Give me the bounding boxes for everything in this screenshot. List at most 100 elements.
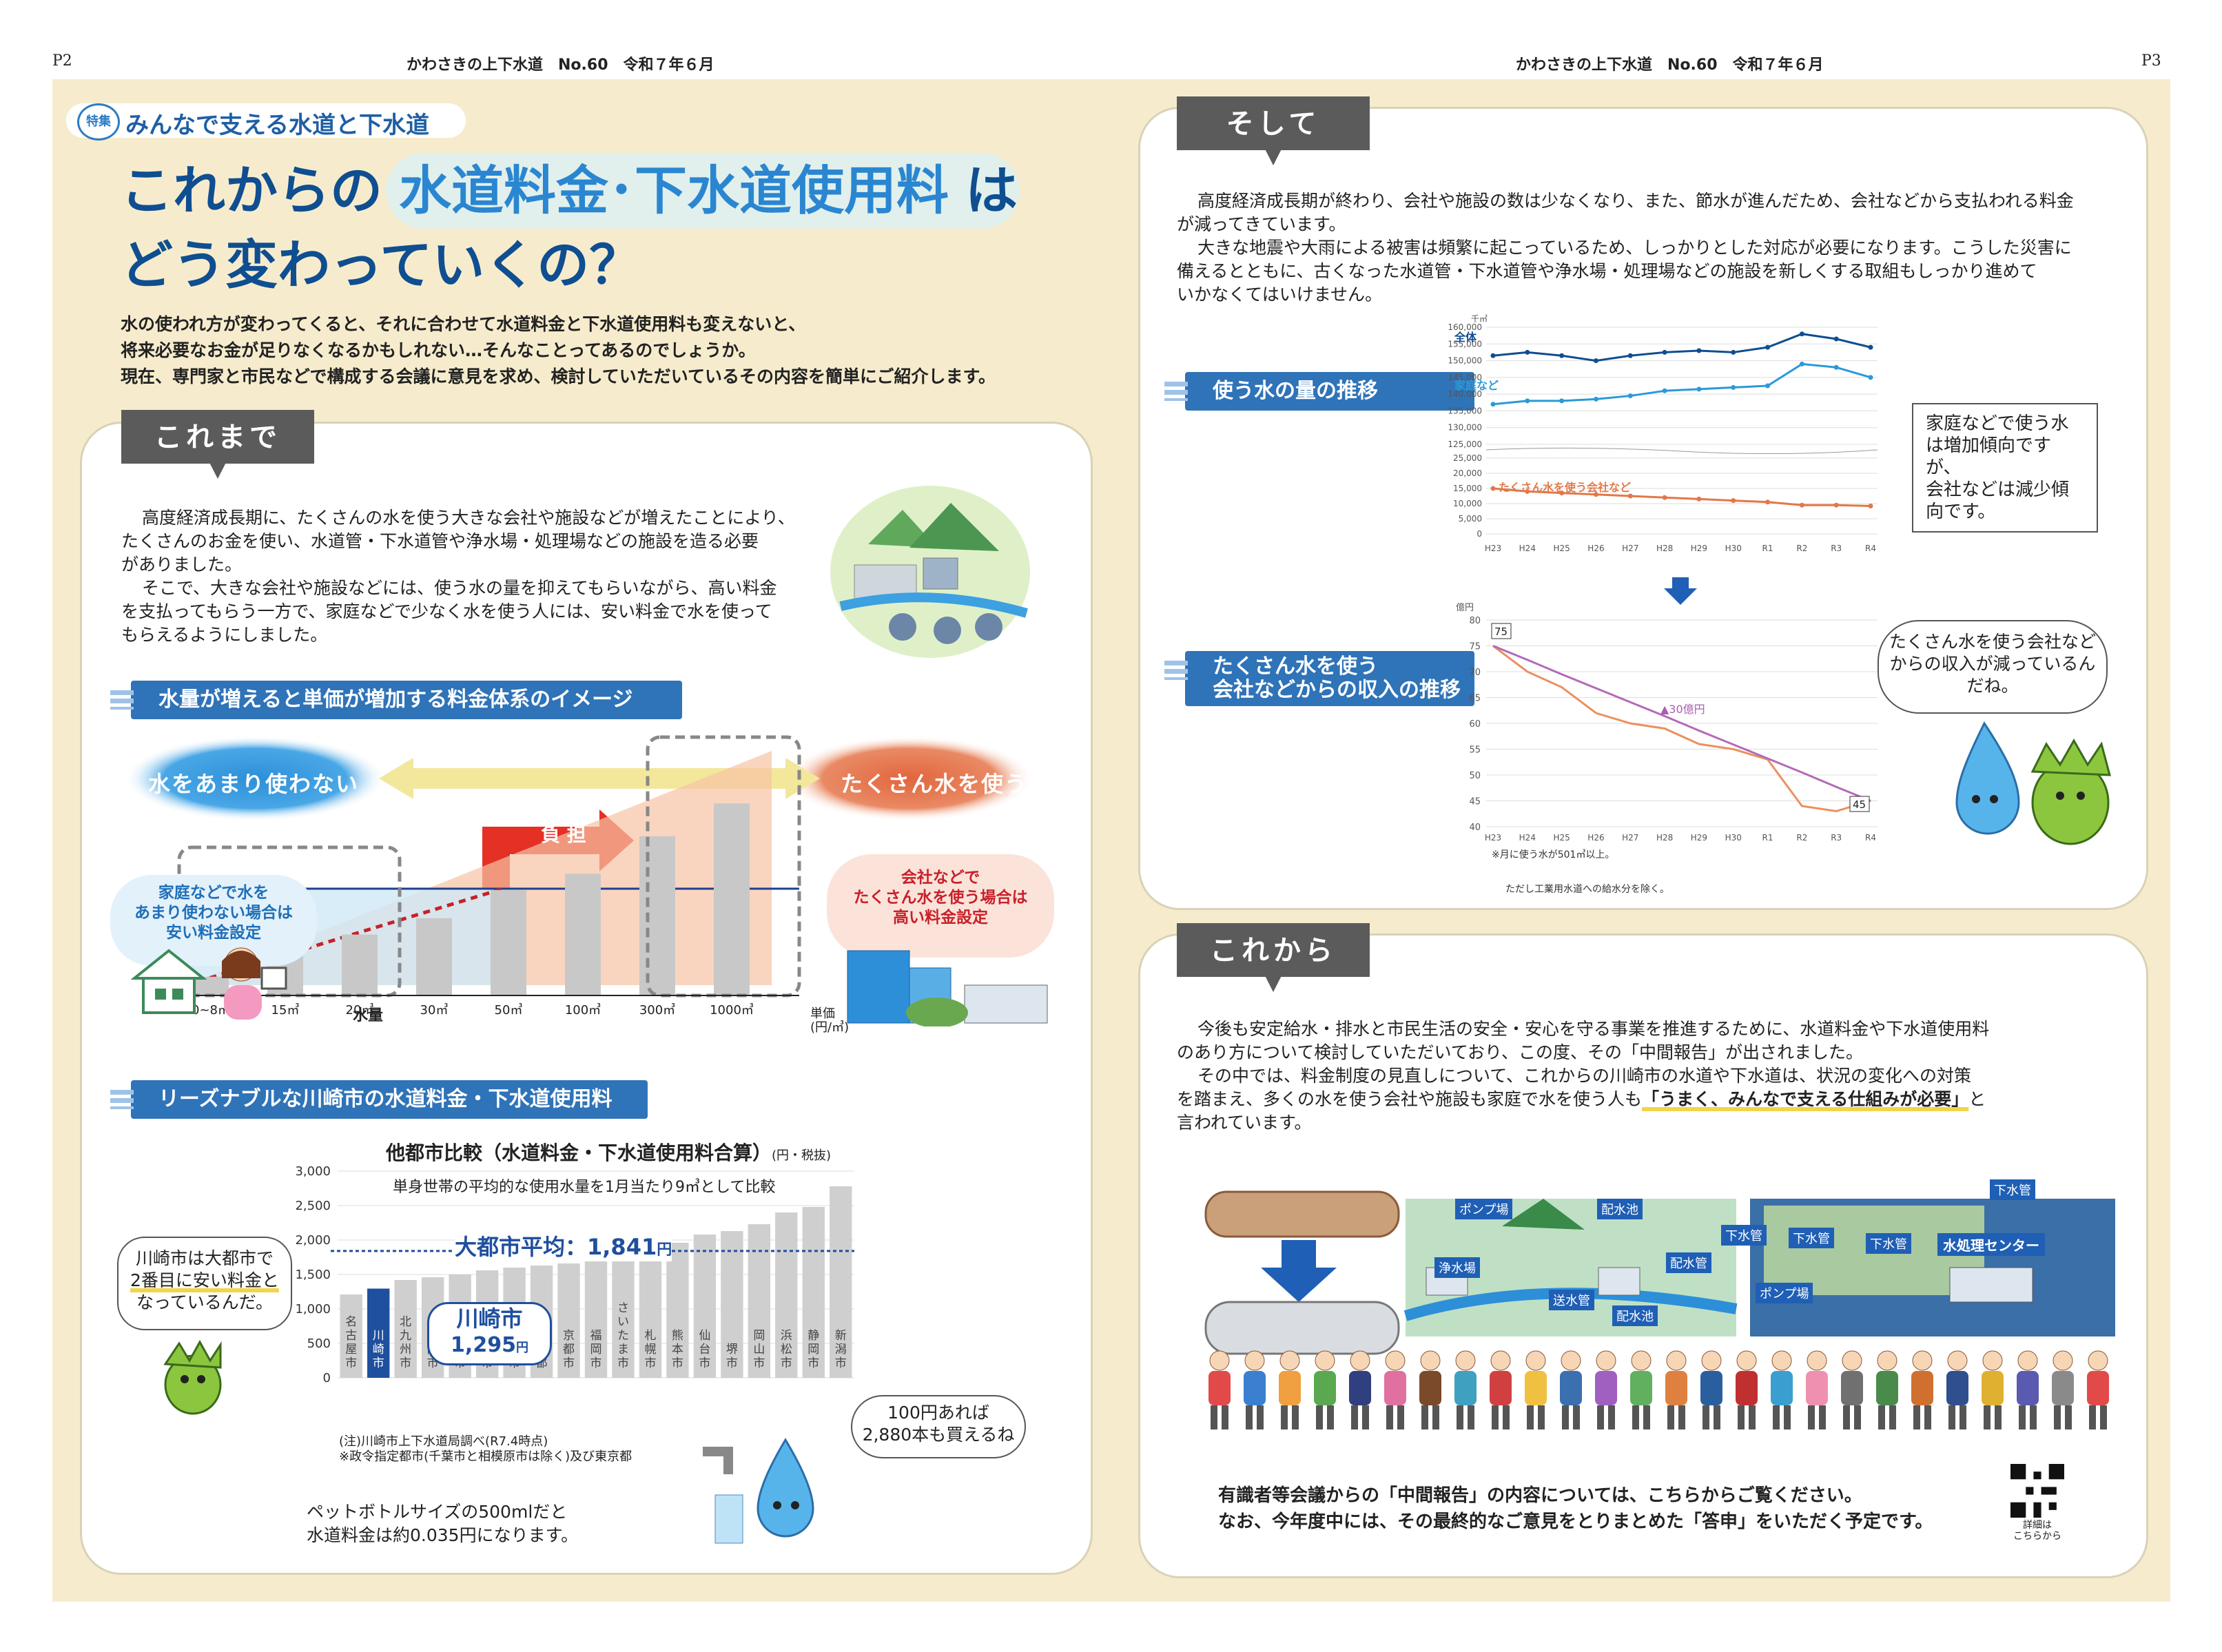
person-leg: [1246, 1405, 1253, 1429]
usage-point: [1593, 492, 1598, 497]
soshite-text: 高度経済成長期が終わり、会社や施設の数は少なくなり、また、節水が進んだため、会社…: [1177, 189, 2114, 307]
city-label-char: 市: [835, 1356, 847, 1370]
person-leg: [1432, 1405, 1439, 1429]
income-line: [1492, 645, 1871, 813]
kawasaki-value: 1,295円: [429, 1333, 550, 1361]
person-head: [2088, 1350, 2108, 1371]
page-number-left: P2: [52, 52, 72, 70]
usage-point: [1696, 496, 1702, 502]
y-tick-label: 20,000: [1453, 468, 1482, 478]
person-leg: [1492, 1405, 1499, 1429]
city-label-char: 幌: [644, 1343, 656, 1356]
lead-line: 現在、専門家と市民などで構成する会議に意見を求め、検討していただいているその内容…: [121, 366, 996, 386]
text-line: 水道料金は約0.035円になります。: [307, 1525, 579, 1545]
axis-unit-label: 単価(円/㎥): [810, 1006, 850, 1035]
kawasaki-value-unit: 円: [515, 1341, 528, 1355]
person-leg: [1948, 1405, 1955, 1429]
x-tick-label: H26: [1587, 833, 1604, 843]
usage-point: [1525, 488, 1530, 494]
person-leg: [1878, 1405, 1885, 1429]
city-label-char: 古: [345, 1329, 357, 1343]
text-line: ペットボトルサイズの500mlだと: [307, 1502, 568, 1522]
usage-point: [1868, 504, 1873, 509]
usage-point: [1765, 499, 1771, 505]
more-usage-oval: [785, 736, 1033, 821]
callout-line: あまり使わない場合は: [134, 904, 293, 922]
person-head: [1666, 1350, 1687, 1371]
less-usage-oval: [124, 736, 386, 821]
qr-caption-line: 詳細は: [2023, 1520, 2052, 1531]
city-label-char: 熊: [672, 1329, 683, 1343]
qr-caption-line: こちらから: [2013, 1531, 2061, 1542]
usage-point: [1662, 349, 1667, 355]
city-bar: [830, 1186, 852, 1378]
city-label-char: 市: [373, 1356, 384, 1370]
y-tick-label: 50: [1469, 771, 1481, 781]
usage-point: [1627, 353, 1633, 358]
usage-point: [1868, 344, 1873, 350]
city-label-char: い: [617, 1315, 629, 1329]
text-line: が減ってきています。: [1177, 214, 1346, 234]
city-label-char: さ: [617, 1301, 629, 1315]
axis-water-label: 水量: [353, 1007, 384, 1024]
title-part-2: は: [965, 160, 1018, 221]
income-ylabel: 億円: [1456, 602, 1474, 613]
person-head: [1350, 1350, 1370, 1371]
tier-bar: [491, 890, 526, 995]
city-label-char: 松: [781, 1343, 792, 1356]
label-pump-2: ポンプ場: [1756, 1283, 1813, 1303]
city-label-char: 台: [699, 1343, 710, 1356]
usage-line: [1492, 487, 1871, 508]
city-bar: [748, 1224, 771, 1378]
people-row: [1208, 1350, 2109, 1429]
infrastructure-illustration: [1204, 1190, 2115, 1429]
bottle-bubble: 100円あれば 2,880本も買えるね: [851, 1395, 1026, 1458]
usage-trend-note: 家庭などで使う水 は増加傾向ですが、 会社などは減少傾 向です。: [1912, 403, 2098, 533]
city-label-char: 岡: [753, 1329, 765, 1343]
person-body: [1806, 1371, 1828, 1405]
y-tick-label: 125,000: [1448, 440, 1482, 449]
page-title-line1: これからの 水道料金･下水道使用料は: [121, 153, 1018, 229]
person-leg: [1386, 1405, 1393, 1429]
compare-title-text: 他都市比較（水道料金・下水道使用料合算）: [386, 1142, 772, 1164]
x-tick-label: H24: [1519, 833, 1536, 843]
company-callout: 会社などで たくさん水を使う場合は 高い料金設定: [827, 854, 1054, 958]
person-leg: [1457, 1405, 1463, 1429]
text-line: を踏まえ、多くの水を使う会社や施設も家庭で水を使う人も「うまく、みんなで支える仕…: [1177, 1088, 2114, 1111]
qr-code-icon[interactable]: [2010, 1464, 2064, 1518]
usage-ylabel: 千㎥: [1471, 314, 1488, 324]
more-usage-label: たくさん水を使う: [841, 771, 1029, 797]
burden-label: 負 担: [541, 823, 586, 846]
city-label-char: 市: [345, 1356, 357, 1370]
korekara-text: 今後も安定給水・排水と市民生活の安全・安心を守る事業を推進するために、水道料金や…: [1177, 1018, 2114, 1135]
person-head: [1525, 1350, 1546, 1371]
person-leg: [1468, 1405, 1474, 1429]
person-body: [1349, 1371, 1371, 1405]
city-label-char: 市: [644, 1356, 656, 1370]
feature-label-text: みんなで支える水道と下水道: [125, 112, 429, 139]
person-body: [1982, 1371, 2004, 1405]
text-line: 備えるとともに、古くなった水道管・下水道管や浄水場・処理場などの施設を新しくする…: [1177, 261, 2037, 281]
city-bar: [584, 1249, 608, 1378]
x-tick-label: H23: [1485, 833, 1501, 843]
x-tick-label: H27: [1622, 544, 1638, 553]
city-bar: [721, 1231, 743, 1378]
person-head: [1771, 1350, 1792, 1371]
usage-point: [1525, 349, 1530, 355]
x-tick-label: H27: [1622, 833, 1638, 843]
text-line: そこで、大きな会社や施設などには、使う水の量を抑えてもらいながら、高い料金: [142, 578, 777, 598]
axis-break-mark: [1485, 447, 1878, 455]
tier-labels: 0~8㎥ 15㎥ 20㎥ 30㎥ 50㎥ 100㎥ 300㎥ 1000㎥: [192, 1003, 754, 1018]
kawasaki-cheap-bubble: 川崎市は大都市で 2番目に安い料金と なっているんだ。: [117, 1237, 292, 1330]
y-tick-label: 1,500: [295, 1268, 331, 1282]
footer-line: 有識者等会議からの「中間報告」の内容については、こちらからご覧ください。: [1218, 1485, 1862, 1506]
usage-point: [1662, 388, 1667, 393]
x-tick-label: R1: [1762, 544, 1773, 553]
person-leg: [1678, 1405, 1685, 1429]
callout-line: 会社などで: [901, 869, 980, 887]
usage-point: [1765, 344, 1771, 350]
bubble-line: 川崎市は大都市で: [135, 1248, 274, 1268]
korekara-footer: 有識者等会議からの「中間報告」の内容については、こちらからご覧ください。 なお、…: [1218, 1483, 1933, 1535]
city-label-char: 京: [563, 1329, 575, 1343]
callout-line: 安い料金設定: [166, 924, 261, 942]
